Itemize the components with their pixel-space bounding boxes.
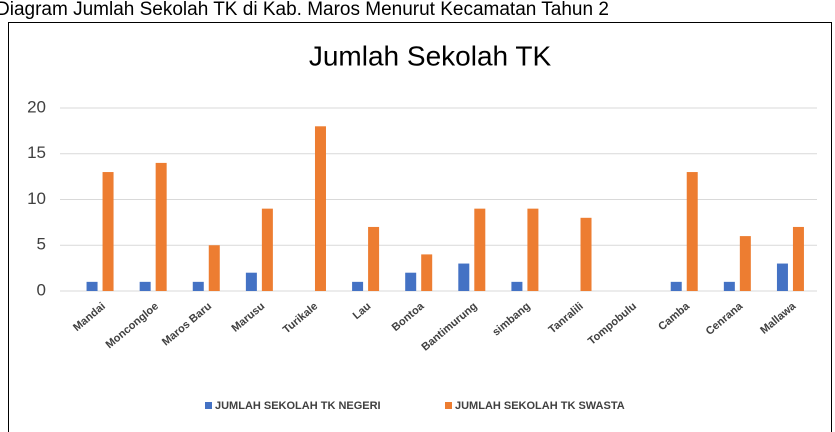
x-tick-label: Tompobulu bbox=[586, 300, 639, 347]
y-tick-label: 0 bbox=[37, 280, 46, 299]
caption: Diagram Jumlah Sekolah TK di Kab. Maros … bbox=[0, 0, 609, 20]
bar bbox=[580, 217, 592, 291]
bar bbox=[155, 162, 167, 291]
y-tick-label: 20 bbox=[27, 97, 46, 116]
x-tick-label: simbang bbox=[490, 300, 532, 338]
bar bbox=[792, 226, 804, 291]
y-tick-label: 10 bbox=[27, 189, 46, 208]
bar bbox=[511, 281, 523, 291]
x-tick-label: Lau bbox=[351, 300, 374, 322]
bar bbox=[686, 172, 698, 291]
bar bbox=[314, 126, 326, 291]
x-tick-label: Marusu bbox=[229, 300, 267, 334]
y-tick-label: 15 bbox=[27, 143, 46, 162]
bar bbox=[670, 281, 682, 291]
bar bbox=[776, 263, 788, 291]
legend-label: JUMLAH SEKOLAH TK SWASTA bbox=[455, 400, 625, 412]
bar bbox=[261, 208, 273, 291]
bar bbox=[208, 245, 220, 291]
bar bbox=[102, 172, 114, 291]
x-tick-label: Cenrana bbox=[704, 300, 746, 338]
x-tick-label: Bontoa bbox=[390, 300, 427, 334]
x-tick-label: Mallawa bbox=[758, 300, 799, 337]
x-tick-label: Bantimurung bbox=[419, 300, 479, 353]
bar bbox=[245, 272, 257, 291]
bar bbox=[527, 208, 539, 291]
x-tick-label: Maros Baru bbox=[160, 300, 214, 348]
bar bbox=[405, 272, 417, 291]
bar bbox=[421, 254, 433, 291]
bar bbox=[723, 281, 735, 291]
legend-swatch bbox=[445, 402, 452, 409]
bar bbox=[352, 281, 364, 291]
x-tick-label: Tanralili bbox=[546, 300, 585, 336]
bar bbox=[86, 281, 98, 291]
x-tick-label: Turikale bbox=[281, 300, 320, 336]
bar bbox=[474, 208, 486, 291]
bar bbox=[458, 263, 470, 291]
bar bbox=[739, 236, 751, 291]
bar bbox=[368, 226, 380, 291]
x-tick-label: Moncongloe bbox=[104, 300, 161, 351]
legend-swatch bbox=[205, 402, 212, 409]
y-tick-label: 5 bbox=[37, 235, 46, 254]
bar bbox=[192, 281, 204, 291]
chart-border bbox=[8, 22, 832, 432]
legend-label: JUMLAH SEKOLAH TK NEGERI bbox=[215, 400, 381, 412]
bar bbox=[139, 281, 151, 291]
x-tick-label: Camba bbox=[656, 300, 692, 333]
chart-title: Jumlah Sekolah TK bbox=[309, 40, 552, 71]
x-tick-label: Mandai bbox=[71, 300, 108, 334]
